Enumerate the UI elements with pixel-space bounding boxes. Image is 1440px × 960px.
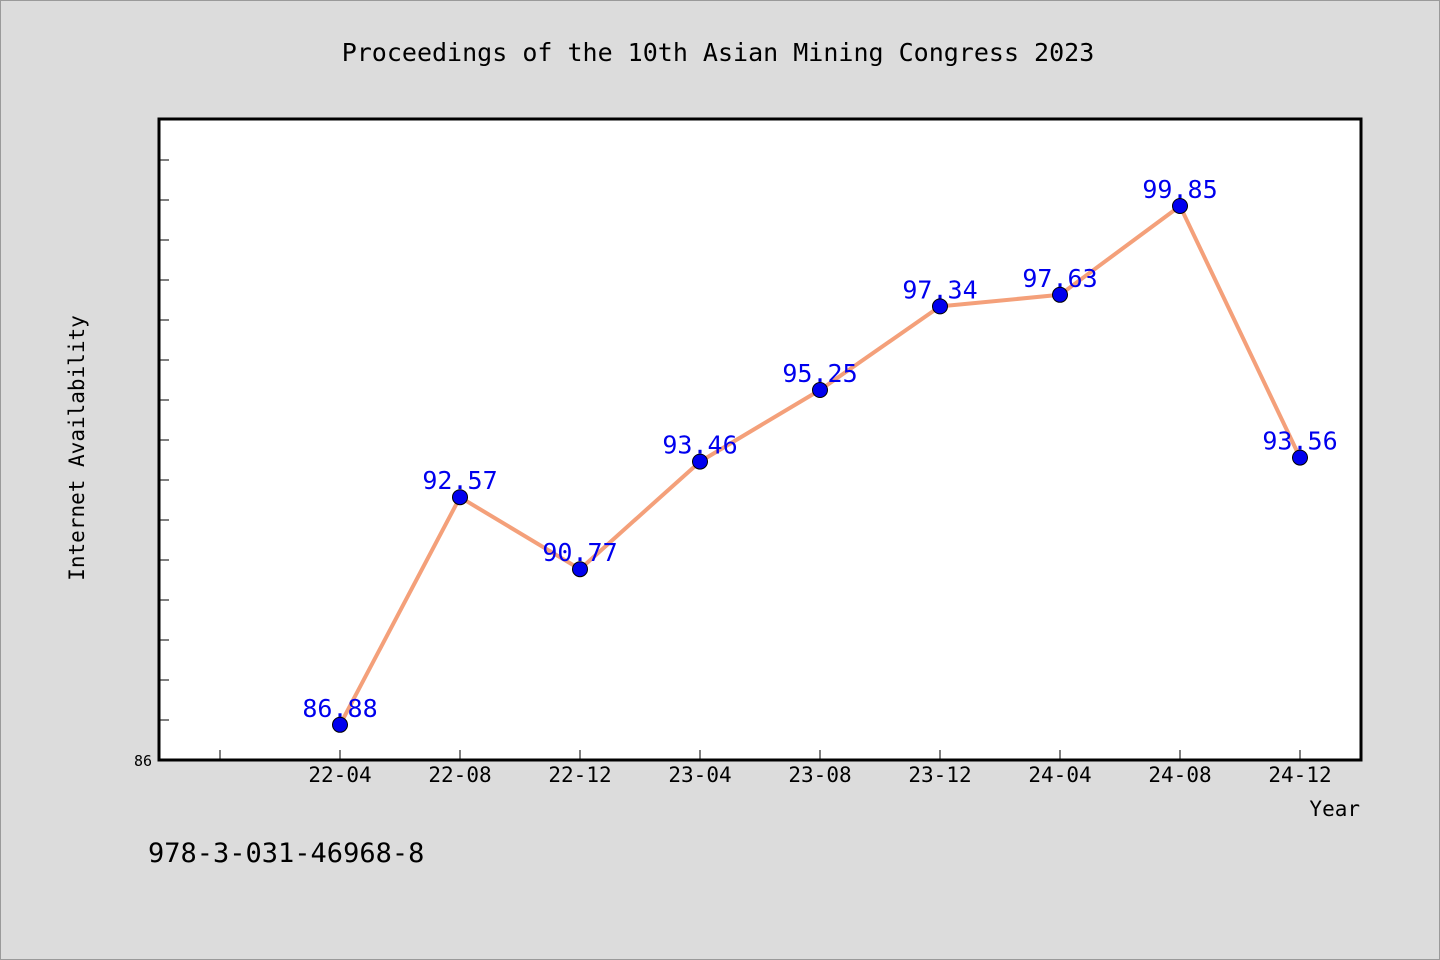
x-tick-label: 24-12 [1268, 763, 1331, 787]
plot-area [157, 117, 1363, 762]
data-point [1052, 286, 1068, 303]
data-point [692, 453, 708, 470]
x-axis-ticks: 22-04 22-08 22-12 23-04 23-08 23-12 24-04 24-08… [219, 750, 1332, 787]
x-axis-label: Year [1309, 797, 1360, 821]
x-tick-label: 23-12 [908, 763, 971, 787]
data-point [1292, 449, 1308, 466]
x-tick-label: 22-08 [428, 763, 491, 787]
x-tick-label: 22-04 [308, 763, 371, 787]
data-point [812, 382, 828, 398]
data-point [452, 489, 468, 506]
data-point [932, 298, 948, 315]
x-tick-label: 23-08 [788, 763, 851, 787]
x-tick-label: 24-04 [1028, 763, 1091, 787]
data-point [572, 561, 588, 578]
data-point [1172, 198, 1188, 214]
footer-isbn: 978-3-031-46968-8 [148, 838, 424, 869]
x-tick-label: 24-08 [1148, 763, 1211, 787]
data-point [332, 716, 348, 733]
x-tick-label: 22-12 [548, 763, 611, 787]
y-tick-label: 86 [134, 752, 152, 770]
y-axis-ticks [160, 119, 169, 761]
y-axis-label: Internet Availability [65, 315, 89, 581]
chart-title: Proceedings of the 10th Asian Mining Con… [342, 38, 1095, 67]
x-tick-label: 23-04 [668, 763, 731, 787]
